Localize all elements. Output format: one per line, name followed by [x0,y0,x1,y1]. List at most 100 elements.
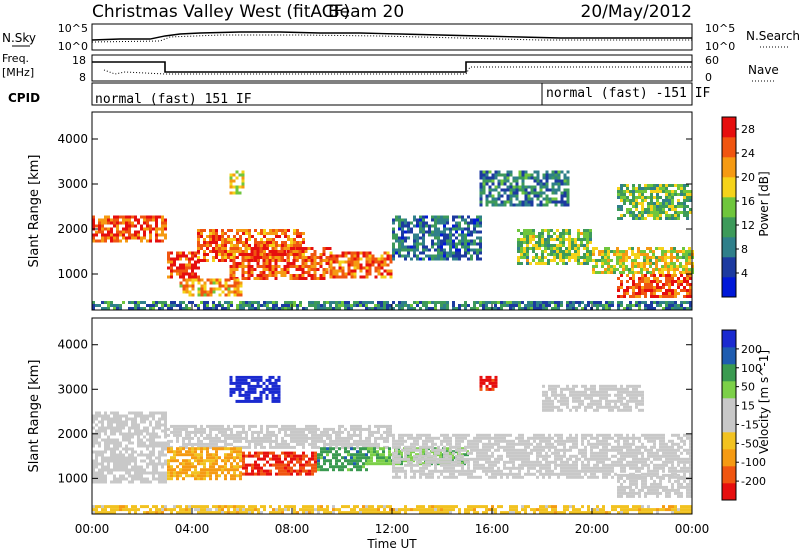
scatter-cell [302,463,305,467]
scatter-cell [398,248,401,252]
scatter-cell [146,429,149,433]
scatter-cell [155,301,158,304]
scatter-cell [238,265,242,268]
scatter-cell [583,262,586,265]
scatter-cell [443,454,446,458]
scatter-cell [173,450,176,454]
scatter-cell [218,253,221,256]
scatter-cell [422,454,425,458]
scatter-cell [146,432,149,436]
scatter-cell [656,214,659,217]
scatter-cell [413,457,416,461]
scatter-cell [206,247,209,250]
scatter-cell [512,176,516,180]
scatter-cell [434,224,437,228]
scatter-cell [620,301,623,304]
scatter-cell [98,471,101,475]
scatter-cell [512,307,515,310]
scatter-cell [335,436,338,440]
scatter-cell [583,232,586,235]
scatter-cell [254,454,257,458]
scatter-cell [509,433,512,437]
scatter-cell [422,239,425,243]
scatter-cell [247,381,251,385]
scatter-cell [241,265,245,268]
scatter-cell [359,275,363,279]
scatter-cell [362,301,365,304]
scatter-cell [250,274,254,277]
scatter-cell [353,272,357,276]
scatter-cell [584,307,587,310]
scatter-cell [332,442,335,446]
scatter-cell [158,233,161,237]
scatter-cell [259,250,263,253]
scatter-cell [610,259,613,262]
scatter-cell [95,411,98,415]
scatter-cell [158,462,161,466]
scatter-cell [137,441,140,445]
scatter-cell [524,200,528,204]
scatter-cell [398,215,401,219]
scatter-cell [215,462,218,466]
scatter-cell [388,462,391,466]
scatter-cell [347,450,350,454]
scatter-cell [319,259,323,262]
scatter-cell [266,244,269,247]
scatter-cell [247,262,251,265]
scatter-cell [242,301,245,304]
scatter-cell [206,468,209,472]
scatter-cell [565,232,568,235]
scatter-cell [389,433,392,437]
scatter-cell [491,384,495,388]
scatter-cell [488,378,492,382]
scatter-cell [632,214,635,217]
scatter-cell [685,259,688,262]
scatter-cell [113,239,116,243]
scatter-cell [443,301,446,304]
scatter-cell [256,384,260,388]
scatter-cell [425,439,428,443]
scatter-cell [616,256,619,259]
scatter-cell [416,248,419,252]
scatter-cell [494,463,497,467]
scatter-cell [545,179,549,183]
scatter-cell [122,420,125,424]
scatter-cell [275,229,278,232]
scatter-cell [233,471,236,475]
scatter-cell [488,375,492,379]
scatter-cell [544,250,547,253]
scatter-cell [682,256,685,259]
scatter-cell [236,307,239,310]
scatter-cell [680,289,683,292]
scatter-cell [164,462,167,466]
scatter-cell [632,211,635,214]
scatter-cell [557,176,561,180]
scatter-cell [248,229,251,232]
scatter-cell [671,217,674,220]
scatter-cell [176,427,179,431]
scatter-cell [305,424,308,428]
scatter-cell [104,429,107,433]
scatter-cell [470,448,473,452]
scatter-cell [194,468,197,472]
scatter-cell [227,235,230,238]
scatter-cell [688,259,691,262]
scatter-cell [535,241,538,244]
scatter-cell [668,190,671,193]
scatter-cell [683,196,686,199]
scatter-cell [635,202,638,205]
scatter-cell [568,250,571,253]
scatter-cell [289,262,293,265]
scatter-cell [446,236,449,240]
scatter-cell [404,433,407,437]
scatter-cell [455,215,458,219]
scatter-cell [356,433,359,437]
scatter-cell [101,227,104,231]
scatter-cell [113,304,116,307]
scatter-cell [250,265,254,268]
scatter-cell [671,307,674,310]
scatter-cell [548,173,552,177]
scatter-cell [661,250,664,253]
scatter-cell [392,451,395,455]
scatter-cell [209,293,213,297]
